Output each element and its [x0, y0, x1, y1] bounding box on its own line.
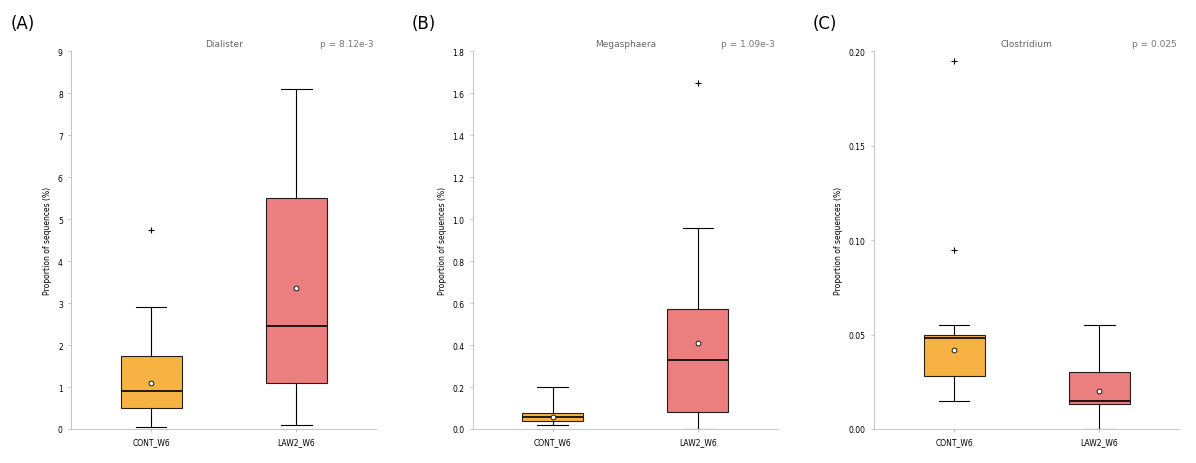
- PathPatch shape: [523, 413, 584, 421]
- Text: p = 0.025: p = 0.025: [1131, 39, 1177, 49]
- Text: (B): (B): [411, 15, 435, 32]
- PathPatch shape: [667, 310, 728, 413]
- Y-axis label: Proportion of sequences (%): Proportion of sequences (%): [834, 187, 843, 294]
- Text: Dialister: Dialister: [205, 39, 243, 49]
- PathPatch shape: [266, 199, 327, 383]
- Y-axis label: Proportion of sequences (%): Proportion of sequences (%): [43, 187, 53, 294]
- Text: Clostridium: Clostridium: [1001, 39, 1052, 49]
- PathPatch shape: [121, 356, 182, 408]
- PathPatch shape: [923, 335, 984, 376]
- Text: p = 8.12e-3: p = 8.12e-3: [319, 39, 373, 49]
- Text: Megasphaera: Megasphaera: [594, 39, 655, 49]
- Text: (C): (C): [813, 15, 837, 32]
- Text: p = 1.09e-3: p = 1.09e-3: [721, 39, 775, 49]
- PathPatch shape: [1069, 373, 1130, 405]
- Y-axis label: Proportion of sequences (%): Proportion of sequences (%): [438, 187, 446, 294]
- Text: (A): (A): [10, 15, 35, 32]
